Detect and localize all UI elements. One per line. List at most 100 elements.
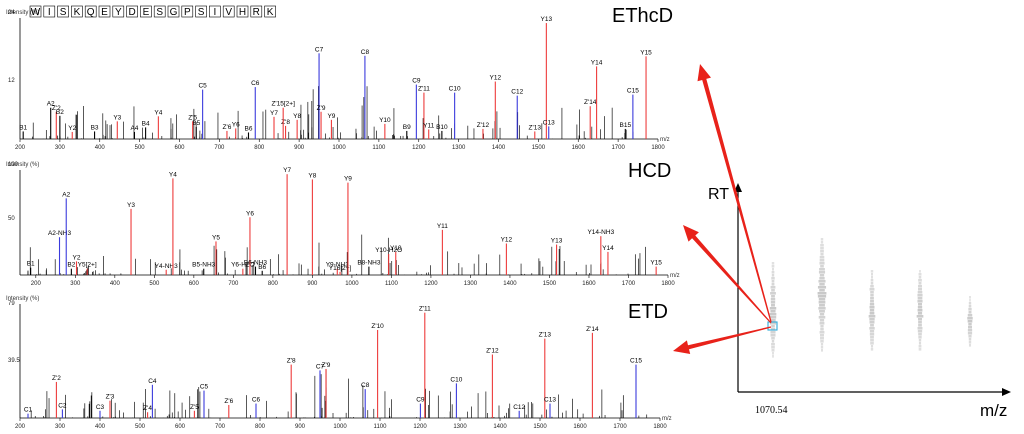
peak-label: C9 xyxy=(416,397,425,404)
x-tick-label: 1200 xyxy=(424,281,438,287)
residue-box xyxy=(98,5,111,18)
trace-segment xyxy=(968,323,972,326)
trace-segment xyxy=(771,349,775,352)
trace-segment xyxy=(817,295,827,298)
trace-segment xyxy=(771,337,775,340)
peak-label: B6 xyxy=(258,264,266,271)
peak-label: C3 xyxy=(96,404,105,411)
peak-label: Y9 xyxy=(327,113,335,120)
y-axis-label: Intensity (%) xyxy=(6,10,39,16)
peak-label: Z'6 xyxy=(224,398,233,405)
x-tick-label: 300 xyxy=(55,145,66,151)
x-tick-label: 1200 xyxy=(413,424,427,430)
trace-segment xyxy=(769,322,777,325)
peak-label: Y12 xyxy=(501,237,513,244)
trace-segment xyxy=(870,279,874,282)
peak-label: C6 xyxy=(251,80,260,87)
x-axis-label: m/z xyxy=(662,416,672,422)
peak-label: Z'11 xyxy=(419,306,431,313)
trace-segment xyxy=(818,301,826,304)
trace-segment xyxy=(918,282,922,285)
trace-segment xyxy=(917,309,923,312)
trace-segment xyxy=(868,315,876,318)
x-tick-label: 1300 xyxy=(452,145,466,151)
peak-label: Z'12 xyxy=(477,122,490,129)
residue-box xyxy=(264,5,276,18)
peak-label: Y7 xyxy=(270,110,278,117)
trace-segment xyxy=(818,271,826,274)
trace-segment xyxy=(769,316,777,319)
trace-segment xyxy=(918,273,922,276)
spectrum-title: ETD xyxy=(628,301,668,323)
x-tick-label: 1600 xyxy=(582,281,596,287)
trace-segment xyxy=(917,330,923,333)
peak-label: Z'3 xyxy=(106,394,115,401)
residue-letter: H xyxy=(239,7,246,18)
trace-segment xyxy=(770,334,776,337)
trace-segment xyxy=(820,250,824,253)
residue-box xyxy=(236,5,249,18)
trace-segment xyxy=(918,348,922,351)
trace-segment xyxy=(770,301,776,304)
residue-box xyxy=(222,5,235,18)
isotope-trace xyxy=(817,238,827,352)
residue-letter: S xyxy=(156,7,163,18)
arrow-3 xyxy=(673,326,772,354)
residue-box xyxy=(195,5,207,18)
trace-segment xyxy=(771,265,775,268)
trace-segment xyxy=(771,277,775,280)
trace-segment xyxy=(770,286,776,289)
peak-label: B5 xyxy=(192,120,200,127)
trace-segment xyxy=(820,325,824,328)
trace-segment xyxy=(917,294,923,297)
trace-segment xyxy=(819,331,825,334)
peak-label: Y5[2+] xyxy=(78,262,97,269)
isotope-trace xyxy=(769,262,777,358)
peak-label: C5 xyxy=(198,83,207,90)
x-tick-label: 400 xyxy=(95,145,106,151)
trace-segment xyxy=(771,346,775,349)
peak-label: B2 xyxy=(67,262,75,269)
x-tick-label: 1000 xyxy=(345,281,359,287)
residue-letter: S xyxy=(60,7,67,18)
trace-segment xyxy=(967,332,973,335)
peak-label: A2 xyxy=(62,191,70,198)
trace-segment xyxy=(969,296,971,299)
peak-label: Y15 xyxy=(650,260,662,267)
trace-segment xyxy=(967,320,973,323)
peak-label: Y10 xyxy=(379,117,391,124)
trace-segment xyxy=(870,270,874,273)
peak-label: Y2 xyxy=(68,125,76,132)
peak-label: C9 xyxy=(412,78,421,85)
peak-label: Z'8 xyxy=(281,119,290,126)
trace-segment xyxy=(819,289,825,292)
spectrum-title: EThcD xyxy=(612,5,673,27)
peak-label: Z'2 xyxy=(52,375,61,382)
peak-label: Y8 xyxy=(293,113,301,120)
y-tick-label: 50 xyxy=(8,216,15,222)
trace-segment xyxy=(819,256,825,259)
x-tick-label: 200 xyxy=(31,281,42,287)
peak-label: Z'5 xyxy=(188,114,197,121)
trace-segment xyxy=(820,241,824,244)
spectrum-panel-hcd: HCD Intensity (%)100 50 200 300 400 500 600 700 8… xyxy=(6,160,680,287)
x-tick-label: 1400 xyxy=(492,145,506,151)
x-tick-label: 900 xyxy=(294,145,305,151)
trace-segment xyxy=(820,247,824,250)
peak-label: Z'14 xyxy=(584,99,597,106)
trace-segment xyxy=(820,238,824,241)
trace-segment xyxy=(918,321,922,324)
peak-label: B2 xyxy=(56,109,64,116)
peak-label: C7 xyxy=(315,46,324,53)
peak-label: Z'13 xyxy=(539,332,552,339)
x-tick-label: 500 xyxy=(149,281,160,287)
x-tick-label: 700 xyxy=(214,145,225,151)
trace-segment xyxy=(820,334,824,337)
trace-segment xyxy=(918,333,922,336)
trace-segment xyxy=(869,327,875,330)
peak-label: B6-NH3 xyxy=(244,260,268,267)
spectrum-title: HCD xyxy=(628,160,671,182)
residue-box xyxy=(153,5,166,18)
